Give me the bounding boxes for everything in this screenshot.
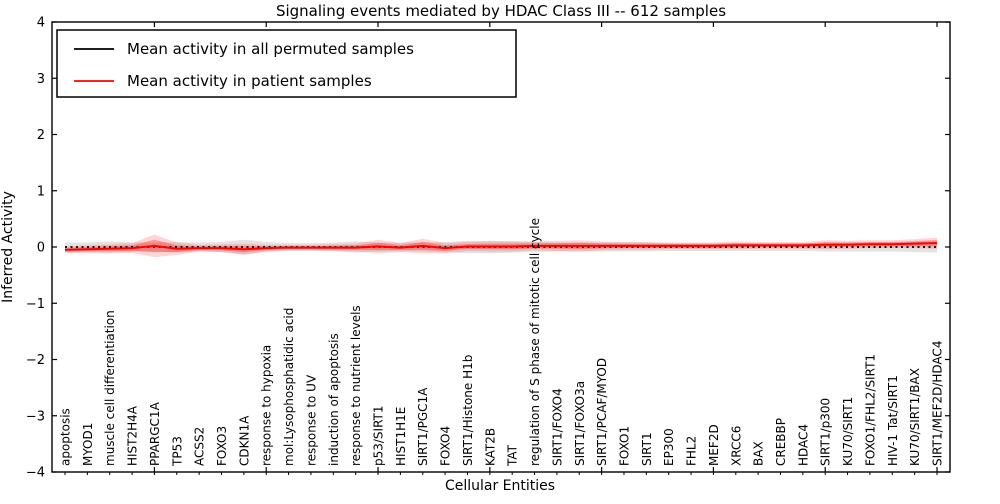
x-tick-label: apoptosis	[59, 408, 73, 466]
x-tick-label: SIRT1/FOXO4	[550, 388, 564, 466]
x-tick-label: SIRT1	[640, 432, 654, 466]
x-tick-label: response to nutrient levels	[349, 305, 363, 466]
x-tick-label: MEF2D	[707, 424, 721, 466]
x-tick-label: SIRT1/FOXO3a	[573, 381, 587, 466]
x-tick-label: SIRT1/Histone H1b	[461, 355, 475, 466]
x-tick-label: SIRT1/PCAF/MYOD	[595, 358, 609, 466]
x-tick-label: FOXO1	[617, 426, 631, 466]
x-tick-label: response to UV	[304, 374, 318, 466]
chart-title: Signaling events mediated by HDAC Class …	[276, 2, 726, 20]
x-tick-label: CDKN1A	[237, 415, 251, 466]
x-tick-label: PPARGC1A	[148, 401, 162, 466]
x-tick-label: FOXO4	[439, 426, 453, 466]
x-tick-label: BAX	[752, 441, 766, 466]
x-tick-label: FOXO3	[215, 426, 229, 466]
x-tick-label: response to hypoxia	[260, 345, 274, 466]
x-tick-label: CREBBP	[774, 418, 788, 466]
x-tick-label: FHL2	[685, 436, 699, 466]
x-tick-label: ACSS2	[193, 427, 207, 466]
x-axis-label: Cellular Entities	[445, 478, 555, 494]
x-tick-label: XRCC6	[729, 426, 743, 466]
x-tick-label: SIRT1/p300	[819, 398, 833, 466]
x-tick-label: KU70/SIRT1/BAX	[908, 368, 922, 466]
x-tick-label: KAT2B	[483, 428, 497, 466]
y-tick-label: −3	[26, 409, 45, 424]
legend-border	[56, 29, 517, 98]
patient-mean-line	[64, 242, 938, 251]
legend-label-patient: Mean activity in patient samples	[127, 72, 372, 90]
y-axis-label: Inferred Activity	[0, 191, 16, 303]
x-tick-label: SIRT1/MEF2D/HDAC4	[931, 341, 945, 466]
plot-area: −4 −3 −2 −1 0 1 2 3 4 apoptosis MYOD1 muscle cell d…	[26, 16, 950, 481]
y-tick-label: −4	[26, 466, 45, 481]
y-tick-label: −1	[26, 297, 45, 312]
x-tick-label: p53/SIRT1	[372, 405, 386, 466]
x-tick-label: induction of apoptosis	[327, 333, 341, 466]
x-tick-label: EP300	[662, 428, 676, 466]
legend-label-permuted: Mean activity in all permuted samples	[127, 40, 414, 58]
y-tick-label: 1	[37, 184, 45, 199]
x-tick-label: HIV-1 Tat/SIRT1	[886, 375, 900, 466]
x-tick-label: regulation of S phase of mitotic cell cy…	[528, 218, 542, 466]
x-tick-label: MYOD1	[81, 423, 95, 466]
y-tick-label: 2	[37, 128, 45, 143]
x-tick-label: HDAC4	[796, 424, 810, 466]
x-tick-label: HIST2H4A	[126, 405, 140, 466]
x-tick-label: TP53	[170, 436, 184, 467]
x-tick-label: mol:Lysophosphatidic acid	[282, 308, 296, 466]
y-tick-label: −2	[26, 353, 45, 368]
y-tick-label: 4	[37, 16, 45, 31]
x-tick-label: TAT	[506, 444, 520, 467]
y-tick-label: 3	[37, 72, 45, 87]
legend: Mean activity in all permuted samples Me…	[56, 29, 517, 98]
plot-border	[51, 21, 951, 473]
x-tick-label: FOXO1/FHL2/SIRT1	[863, 354, 877, 466]
y-tick-label: 0	[37, 241, 45, 256]
x-tick-label: HIST1H1E	[394, 407, 408, 466]
x-tick-label: muscle cell differentiation	[103, 310, 117, 466]
x-tick-label: SIRT1/PGC1A	[416, 387, 430, 466]
x-tick-label: KU70/SIRT1	[841, 397, 855, 466]
